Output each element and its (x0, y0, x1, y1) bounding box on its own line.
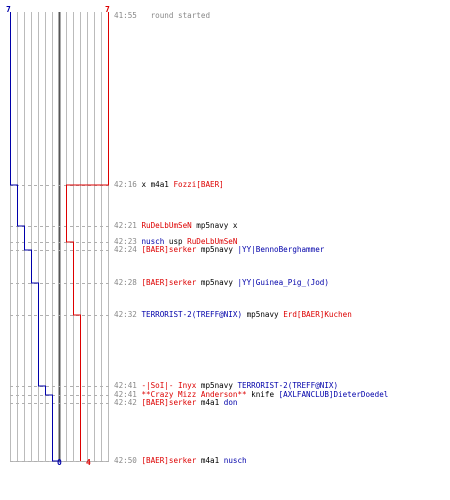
blue-player-name: don (223, 398, 238, 407)
red-player-name: Fozzi[BAER] (173, 180, 224, 189)
blue-team-line (10, 12, 60, 462)
event-time: 42:50 (114, 456, 142, 465)
red-player-name: -|SoI|- Inyx (141, 381, 197, 390)
event-text: mp5navy (242, 310, 284, 319)
blue-end-count: 0 (57, 458, 62, 467)
blue-start-count: 7 (6, 5, 11, 14)
blue-player-name: |YY|Guinea_Pig_(Jod) (237, 278, 329, 287)
red-player-name: RuDeLbUmSeN (187, 237, 238, 246)
event-time: 42:28 (114, 278, 142, 287)
kill-event-row: 42:32 TERRORIST-2(TREFF@NIX) mp5navy Erd… (114, 310, 352, 320)
round-start-row: 41:55 round started (114, 11, 210, 21)
event-time: 42:24 (114, 245, 142, 254)
event-text: mp5navy (196, 381, 238, 390)
event-text: x (141, 180, 147, 189)
event-text: mp5navy (191, 221, 233, 230)
red-player-name: RuDeLbUmSeN (141, 221, 192, 230)
player-count-graph (10, 12, 112, 462)
event-time: 42:42 (114, 398, 142, 407)
event-text: knife (246, 390, 279, 399)
kill-event-row: 42:23 nusch usp RuDeLbUmSeN (114, 237, 237, 247)
kill-event-row: 42:16 x m4a1 Fozzi[BAER] (114, 180, 224, 190)
event-text: m4a1 (196, 456, 224, 465)
event-text: usp (164, 237, 188, 246)
red-player-name: [BAER]serker (141, 245, 197, 254)
kill-event-row: 42:50 [BAER]serker m4a1 nusch (114, 456, 247, 466)
red-player-name: [BAER]serker (141, 278, 197, 287)
event-text: m4a1 (196, 398, 224, 407)
red-team-line (66, 12, 109, 461)
event-text: x (232, 221, 238, 230)
event-time: 42:23 (114, 237, 142, 246)
red-player-name: [BAER]serker (141, 398, 197, 407)
event-time: 42:16 (114, 180, 142, 189)
red-player-name: [BAER]serker (141, 456, 197, 465)
blue-player-name: [AXLFANCLUB]DieterDoedel (278, 390, 389, 399)
event-text: mp5navy (196, 278, 238, 287)
blue-player-name: TERRORIST-2(TREFF@NIX) (237, 381, 339, 390)
kill-event-row: 42:28 [BAER]serker mp5navy |YY|Guinea_Pi… (114, 278, 329, 288)
kill-event-row: 42:42 [BAER]serker m4a1 don (114, 398, 237, 408)
red-player-name: Erd[BAER]Kuchen (283, 310, 352, 319)
event-text: m4a1 (146, 180, 174, 189)
red-player-name: **Crazy Mizz Anderson** (141, 390, 247, 399)
kill-event-row: 42:41 **Crazy Mizz Anderson** knife [AXL… (114, 390, 388, 400)
red-end-count: 4 (86, 458, 91, 467)
blue-player-name: TERRORIST-2(TREFF@NIX) (141, 310, 243, 319)
kill-event-row: 42:24 [BAER]serker mp5navy |YY|BennoBerg… (114, 245, 324, 255)
round-start-label: round started (150, 11, 211, 20)
event-time: 42:41 (114, 381, 142, 390)
event-text: mp5navy (196, 245, 238, 254)
blue-player-name: nusch (141, 237, 165, 246)
event-time: 42:32 (114, 310, 142, 319)
red-start-count: 7 (105, 5, 110, 14)
event-time: 42:41 (114, 390, 142, 399)
kill-event-row: 42:41 -|SoI|- Inyx mp5navy TERRORIST-2(T… (114, 381, 338, 391)
round-start-time: 41:55 (114, 11, 137, 20)
event-time: 42:21 (114, 221, 142, 230)
blue-player-name: |YY|BennoBerghammer (237, 245, 325, 254)
blue-player-name: nusch (223, 456, 247, 465)
kill-event-row: 42:21 RuDeLbUmSeN mp5navy x (114, 221, 237, 231)
